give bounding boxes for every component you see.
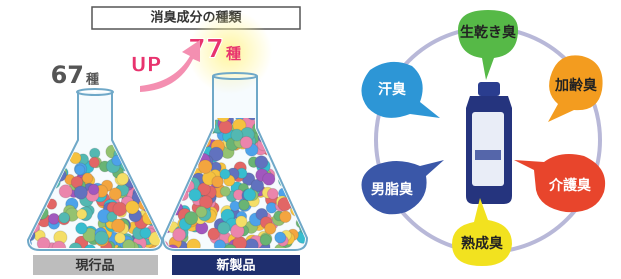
count: 67: [51, 61, 84, 89]
unit-current: 種: [86, 72, 99, 88]
odor-label: 熟成臭: [461, 235, 504, 252]
unit-new: 種: [226, 45, 241, 63]
label-new: 新製品: [216, 258, 255, 274]
count-current: 67: [51, 61, 84, 89]
odor-label: 介護臭: [548, 177, 592, 194]
up-label: UP: [131, 53, 162, 77]
odor-label: 生乾き臭: [460, 24, 517, 41]
odor-label: 加齢臭: [554, 77, 598, 94]
infographic: 消臭成分の種類 67 種 77 種 UP 現行品 新製品 生乾き臭 加齢臭 介護…: [0, 0, 621, 279]
product: [466, 82, 512, 204]
odor-label: 汗臭: [378, 81, 407, 98]
odor-label: 男脂臭: [371, 181, 414, 198]
label-current: 現行品: [75, 258, 114, 274]
